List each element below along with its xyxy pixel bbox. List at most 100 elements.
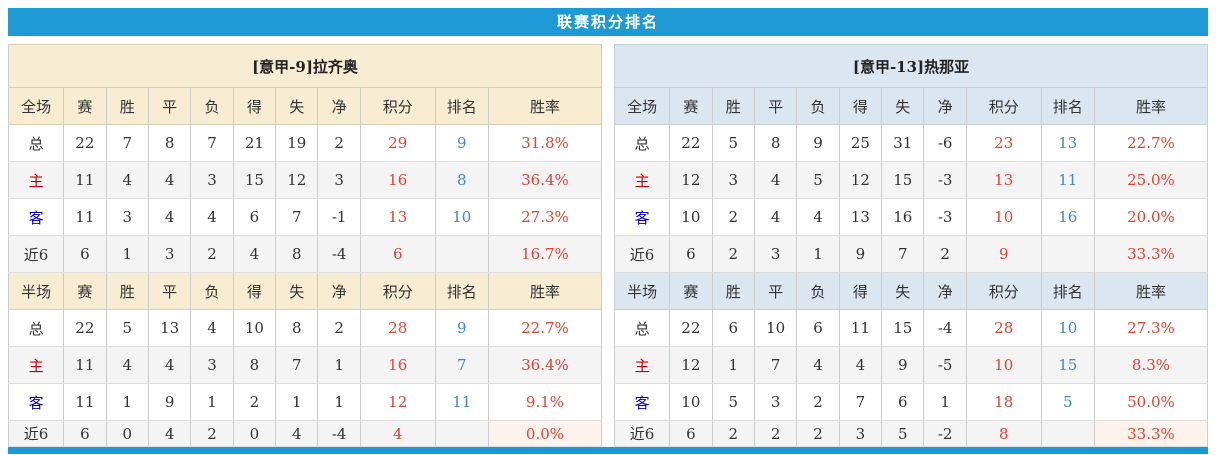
column-header: 负	[796, 87, 840, 125]
winrate-cell: 33.3%	[1093, 420, 1209, 447]
column-header: 积分	[965, 272, 1042, 310]
goal-diff-cell: 2	[317, 124, 361, 162]
goals-for-cell: 12	[838, 161, 883, 199]
rank-cell: 11	[434, 383, 489, 421]
goals-for-cell: 13	[838, 198, 883, 236]
losses-cell: 1	[796, 235, 840, 273]
wins-cell: 2	[711, 235, 755, 273]
losses-cell: 3	[190, 346, 234, 384]
right-team-section: [意甲-13]热那亚 全场赛胜平负得失净积分 排名 胜率总 22 5 8 9 25 31 -6 23…	[613, 44, 1209, 447]
goals-for-cell: 15	[232, 161, 277, 199]
column-header: 积分	[965, 87, 1042, 125]
column-header: 胜率	[1093, 87, 1209, 125]
rank-cell	[1040, 235, 1095, 273]
column-header: 负	[190, 272, 234, 310]
column-header: 胜率	[487, 272, 603, 310]
points-cell: 4	[359, 420, 436, 447]
winrate-cell: 25.0%	[1093, 161, 1209, 199]
rank-cell	[434, 420, 489, 447]
points-cell: 6	[359, 235, 436, 273]
goal-diff-cell: -2	[923, 420, 967, 447]
table-row: 近6 6 2 2 2 3 5 -2 8 33.3%	[613, 420, 1209, 447]
goals-for-cell: 11	[838, 309, 883, 347]
row-label: 客	[7, 198, 65, 236]
draws-cell: 13	[147, 309, 192, 347]
column-header: 得	[838, 272, 883, 310]
row-label: 总	[7, 124, 65, 162]
matches-cell: 6	[63, 235, 107, 273]
wins-cell: 4	[105, 346, 149, 384]
points-cell: 10	[965, 198, 1042, 236]
column-header: 赛	[669, 272, 713, 310]
matches-cell: 6	[669, 235, 713, 273]
wins-cell: 1	[105, 235, 149, 273]
matches-cell: 22	[63, 124, 107, 162]
losses-cell: 2	[796, 420, 840, 447]
matches-cell: 11	[63, 346, 107, 384]
column-header: 排名	[434, 87, 489, 125]
winrate-cell: 36.4%	[487, 161, 603, 199]
draws-cell: 7	[753, 346, 798, 384]
rank-cell	[434, 235, 489, 273]
goals-for-cell: 2	[232, 383, 277, 421]
goals-for-cell: 10	[232, 309, 277, 347]
goal-diff-cell: -4	[317, 235, 361, 273]
column-header: 失	[881, 272, 925, 310]
losses-cell: 9	[796, 124, 840, 162]
table-row: 客 10 5 3 2 7 6 1 18 5 50.0%	[613, 383, 1209, 421]
draws-cell: 8	[147, 124, 192, 162]
wins-cell: 7	[105, 124, 149, 162]
column-header: 失	[881, 87, 925, 125]
draws-cell: 2	[753, 420, 798, 447]
losses-cell: 7	[190, 124, 234, 162]
goals-for-cell: 9	[838, 235, 883, 273]
row-label: 主	[7, 161, 65, 199]
goals-against-cell: 8	[275, 309, 319, 347]
rank-cell	[1040, 420, 1095, 447]
goals-against-cell: 9	[881, 346, 925, 384]
column-header: 平	[147, 272, 192, 310]
draws-cell: 10	[753, 309, 798, 347]
goals-against-cell: 5	[881, 420, 925, 447]
right-team-table: [意甲-13]热那亚 全场赛胜平负得失净积分 排名 胜率总 22 5 8 9 25 31 -6 23…	[613, 44, 1209, 447]
left-team-table: [意甲-9]拉齐奥 全场赛胜平负得失净积分 排名 胜率总 22 7 8 7 21 19 2 29 9 3…	[7, 44, 603, 447]
matches-cell: 12	[669, 346, 713, 384]
row-label: 主	[613, 346, 671, 384]
rank-cell: 11	[1040, 161, 1095, 199]
column-header: 积分	[359, 87, 436, 125]
goal-diff-cell: 1	[317, 383, 361, 421]
goals-against-cell: 8	[275, 235, 319, 273]
table-row: 主 12 1 7 4 4 9 -5 10 15 8.3%	[613, 346, 1209, 384]
draws-cell: 4	[753, 198, 798, 236]
goals-against-cell: 15	[881, 309, 925, 347]
row-label: 客	[7, 383, 65, 421]
table-row: 近6 6 2 3 1 9 7 2 9 33.3%	[613, 235, 1209, 273]
goals-against-cell: 31	[881, 124, 925, 162]
losses-cell: 5	[796, 161, 840, 199]
goal-diff-cell: -6	[923, 124, 967, 162]
column-header: 得	[232, 272, 277, 310]
row-label: 客	[613, 383, 671, 421]
row-label: 近6	[7, 235, 65, 273]
points-cell: 29	[359, 124, 436, 162]
winrate-cell: 27.3%	[487, 198, 603, 236]
winrate-cell: 16.7%	[487, 235, 603, 273]
column-header: 平	[147, 87, 192, 125]
table-row: 客 10 2 4 4 13 16 -3 10 16 20.0%	[613, 198, 1209, 236]
column-header: 积分	[359, 272, 436, 310]
column-header: 胜率	[487, 87, 603, 125]
winrate-cell: 33.3%	[1093, 235, 1209, 273]
column-header: 胜	[711, 272, 755, 310]
losses-cell: 1	[190, 383, 234, 421]
column-header: 负	[190, 87, 234, 125]
column-header: 赛	[63, 272, 107, 310]
goal-diff-cell: 2	[923, 235, 967, 273]
row-label: 主	[613, 161, 671, 199]
winrate-cell: 27.3%	[1093, 309, 1209, 347]
column-header: 平	[753, 272, 798, 310]
table-row: 近6 6 0 4 2 0 4 -4 4 0.0%	[7, 420, 603, 447]
rank-cell: 7	[434, 346, 489, 384]
row-label: 近6	[7, 420, 65, 447]
row-label: 近6	[613, 235, 671, 273]
